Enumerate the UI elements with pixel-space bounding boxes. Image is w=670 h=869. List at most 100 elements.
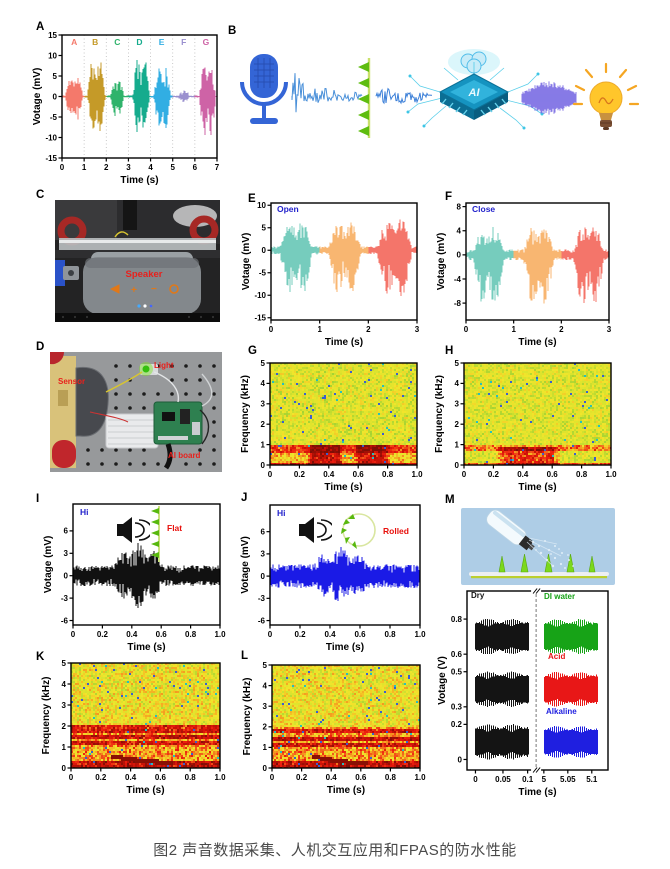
microphone-icon bbox=[240, 54, 288, 124]
di-water-label: DI water bbox=[544, 592, 576, 601]
svg-text:5: 5 bbox=[262, 224, 267, 233]
svg-text:0.2: 0.2 bbox=[451, 720, 463, 729]
svg-text:-10: -10 bbox=[45, 133, 57, 142]
svg-text:0.6: 0.6 bbox=[156, 630, 168, 639]
svg-text:Frequency (kHz): Frequency (kHz) bbox=[41, 677, 52, 755]
svg-text:0: 0 bbox=[473, 775, 478, 784]
svg-text:5: 5 bbox=[542, 775, 547, 784]
svg-text:Time (s): Time (s) bbox=[324, 482, 362, 493]
svg-text:D: D bbox=[136, 37, 142, 47]
svg-text:0: 0 bbox=[71, 630, 76, 639]
svg-text:4: 4 bbox=[263, 681, 268, 690]
svg-text:0.8: 0.8 bbox=[185, 630, 197, 639]
panel-m-spray-illustration bbox=[461, 508, 615, 585]
svg-text:3: 3 bbox=[126, 163, 131, 172]
svg-text:Votage (mV): Votage (mV) bbox=[43, 536, 54, 594]
svg-text:−: − bbox=[151, 284, 157, 295]
panel-a-voltage-chart: A B C D E F G 0 1 2 3 4 5 6 7 -15 -10 -5 0 5 10 15 Time (s) Vot… bbox=[20, 20, 225, 190]
rolled-label: Rolled bbox=[383, 526, 409, 536]
svg-text:0.8: 0.8 bbox=[382, 470, 394, 479]
svg-text:1: 1 bbox=[455, 440, 460, 449]
panel-b-pipeline-illustration: AI bbox=[232, 46, 660, 150]
svg-text:1.0: 1.0 bbox=[605, 470, 617, 479]
svg-text:10: 10 bbox=[48, 51, 57, 60]
svg-text:3: 3 bbox=[261, 400, 266, 409]
svg-text:A: A bbox=[71, 37, 77, 47]
svg-text:0: 0 bbox=[53, 92, 58, 101]
svg-text:-6: -6 bbox=[258, 616, 266, 625]
panel-label-f: F bbox=[445, 191, 453, 203]
svg-text:B: B bbox=[92, 37, 98, 47]
panel-k-spectrogram: 0 0.2 0.4 0.6 0.8 1.0 0 1 2 3 4 5 Time (s) Frequency … bbox=[40, 650, 228, 805]
svg-text:1: 1 bbox=[82, 163, 87, 172]
svg-text:1: 1 bbox=[62, 743, 67, 752]
flat-label: Flat bbox=[167, 523, 183, 533]
svg-text:15: 15 bbox=[48, 31, 57, 40]
svg-text:0.4: 0.4 bbox=[324, 630, 336, 639]
svg-text:0: 0 bbox=[69, 773, 74, 782]
svg-text:0: 0 bbox=[462, 470, 467, 479]
speaker-buttons: + − bbox=[109, 284, 179, 296]
panel-h-spectrogram: 0 0.2 0.4 0.6 0.8 1.0 0 1 2 3 4 5 Time (s) Frequency … bbox=[435, 350, 620, 502]
dry-label: Dry bbox=[471, 591, 485, 600]
svg-text:5: 5 bbox=[261, 359, 266, 368]
speaker-label: Speaker bbox=[126, 269, 163, 280]
svg-text:2: 2 bbox=[455, 420, 460, 429]
panel-d-ai-board-photo: Sensor Light AI board bbox=[50, 352, 222, 472]
panel-label-h: H bbox=[445, 345, 454, 357]
svg-text:Votage (mV): Votage (mV) bbox=[241, 233, 252, 291]
panel-f-close-chart: 0 1 2 3 -8 -4 0 4 8 Time (s) Votage (mV) bbox=[435, 190, 618, 355]
svg-text:-10: -10 bbox=[254, 291, 266, 300]
svg-text:3: 3 bbox=[607, 325, 612, 334]
svg-text:1: 1 bbox=[511, 325, 516, 334]
acrylic-bar bbox=[59, 238, 216, 250]
svg-text:0.6: 0.6 bbox=[355, 773, 367, 782]
svg-text:0.2: 0.2 bbox=[95, 773, 107, 782]
svg-text:5.05: 5.05 bbox=[560, 775, 576, 784]
sensed-signal-waveform bbox=[375, 87, 433, 105]
svg-text:Votage (mV): Votage (mV) bbox=[436, 233, 447, 291]
svg-text:0.4: 0.4 bbox=[125, 773, 137, 782]
svg-text:1: 1 bbox=[317, 325, 322, 334]
svg-text:0: 0 bbox=[263, 764, 268, 773]
svg-text:0.2: 0.2 bbox=[488, 470, 500, 479]
svg-text:1.0: 1.0 bbox=[214, 773, 226, 782]
svg-text:5: 5 bbox=[455, 359, 460, 368]
svg-text:-3: -3 bbox=[61, 594, 69, 603]
svg-text:0: 0 bbox=[261, 461, 266, 470]
svg-text:3: 3 bbox=[455, 400, 460, 409]
svg-text:Frequency (kHz): Frequency (kHz) bbox=[242, 678, 253, 756]
svg-text:6: 6 bbox=[64, 527, 69, 536]
sensor-film bbox=[75, 366, 109, 437]
svg-text:3: 3 bbox=[62, 701, 67, 710]
svg-text:0.4: 0.4 bbox=[326, 773, 338, 782]
acid-label: Acid bbox=[548, 652, 566, 661]
panel-label-g: G bbox=[248, 345, 257, 357]
svg-text:2: 2 bbox=[104, 163, 109, 172]
svg-text:8: 8 bbox=[457, 202, 462, 211]
svg-text:0.2: 0.2 bbox=[294, 630, 306, 639]
svg-text:0.2: 0.2 bbox=[296, 773, 308, 782]
svg-text:0: 0 bbox=[64, 572, 69, 581]
svg-text:Time (s): Time (s) bbox=[518, 482, 556, 493]
svg-text:0: 0 bbox=[458, 755, 463, 764]
svg-text:Time (s): Time (s) bbox=[518, 337, 556, 348]
svg-text:0.6: 0.6 bbox=[353, 470, 365, 479]
open-label: Open bbox=[277, 204, 299, 214]
svg-text:0.8: 0.8 bbox=[576, 470, 588, 479]
svg-text:Time (s): Time (s) bbox=[326, 642, 364, 653]
svg-text:-15: -15 bbox=[254, 314, 266, 323]
svg-text:Time (s): Time (s) bbox=[126, 785, 164, 796]
svg-text:F: F bbox=[181, 37, 186, 47]
ai-board bbox=[153, 401, 203, 445]
svg-text:0: 0 bbox=[60, 163, 65, 172]
light-label: Light bbox=[154, 361, 174, 370]
svg-text:0: 0 bbox=[268, 470, 273, 479]
svg-text:0: 0 bbox=[261, 572, 266, 581]
panel-i-flat-chart: 0 0.2 0.4 0.6 0.8 1.0 -6 -3 0 3 6 Time (s) Votage (m… bbox=[42, 492, 228, 664]
figure-caption: 图2 声音数据采集、人机交互应用和FPAS的防水性能 bbox=[153, 842, 517, 859]
svg-text:5: 5 bbox=[170, 163, 175, 172]
panel-label-d: D bbox=[36, 341, 45, 353]
svg-text:+: + bbox=[131, 285, 137, 296]
